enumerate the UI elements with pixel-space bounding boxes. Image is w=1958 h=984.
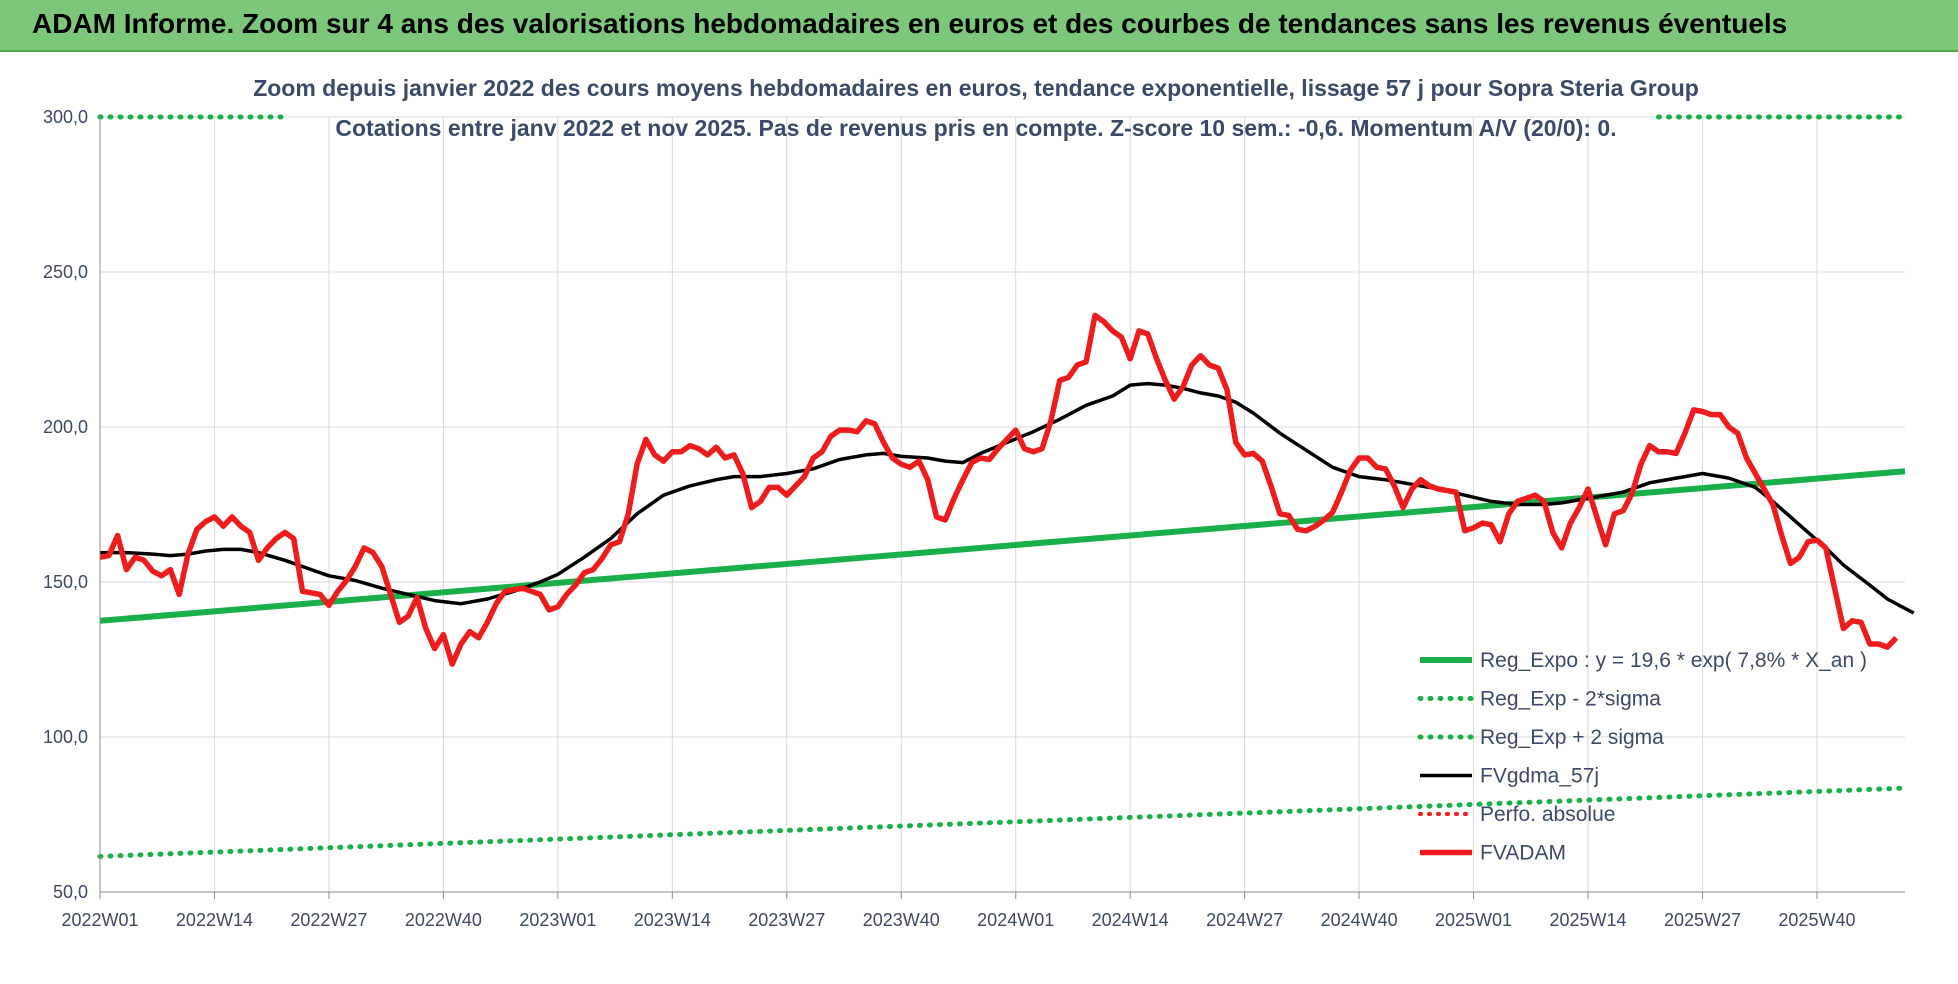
series-thick-red-line [99, 312, 1899, 667]
y-tick-label: 50,0 [53, 882, 88, 902]
x-tick-label: 2024W14 [1092, 910, 1169, 930]
y-tick-label: 300,0 [43, 107, 88, 127]
series-black-line [100, 381, 1915, 615]
x-tick-label: 2022W01 [61, 910, 138, 930]
series-group [97, 114, 1915, 859]
x-tick-label: 2022W40 [405, 910, 482, 930]
x-tick-label: 2024W01 [977, 910, 1054, 930]
series-dotted-green-line [97, 785, 1908, 859]
legend-label: FVADAM [1480, 842, 1566, 865]
y-tick-label: 250,0 [43, 262, 88, 282]
x-tick-label: 2023W01 [519, 910, 596, 930]
y-tick-label: 100,0 [43, 727, 88, 747]
chart-area: 50,0 100,0 150,0 200,0 250,0 300,0 2022W01 2022… [0, 52, 1958, 984]
gridlines [99, 116, 1905, 893]
x-tick-label: 2025W14 [1549, 910, 1626, 930]
x-tick-label: 2022W27 [290, 910, 367, 930]
legend-label: FVgdma_57j [1480, 765, 1599, 788]
x-tick-label: 2023W14 [634, 910, 711, 930]
x-tick-label: 2023W27 [748, 910, 825, 930]
page-title: ADAM Informe. Zoom sur 4 ans des valoris… [32, 8, 1788, 39]
legend: Reg_Expo : y = 19,6 * exp( 7,8% * X_an )… [1417, 649, 1867, 865]
chart-subtitle-line-1: Zoom depuis janvier 2022 des cours moyen… [253, 75, 1699, 101]
x-tick-label: 2025W40 [1778, 910, 1855, 930]
legend-label: Reg_Expo : y = 19,6 * exp( 7,8% * X_an ) [1480, 649, 1867, 672]
axes: 50,0 100,0 150,0 200,0 250,0 300,0 2022W01 2022… [43, 107, 1905, 930]
line-chart: 50,0 100,0 150,0 200,0 250,0 300,0 2022W01 2022… [43, 75, 1915, 930]
y-tick-label: 150,0 [43, 572, 88, 592]
x-tick-label: 2024W27 [1206, 910, 1283, 930]
x-tick-label: 2025W01 [1435, 910, 1512, 930]
legend-label: Reg_Exp - 2*sigma [1480, 688, 1661, 711]
header-bar: ADAM Informe. Zoom sur 4 ans des valoris… [0, 0, 1958, 52]
x-tick-label: 2024W40 [1321, 910, 1398, 930]
legend-label: Reg_Exp + 2 sigma [1480, 726, 1664, 749]
x-tick-label: 2025W27 [1664, 910, 1741, 930]
x-tick-label: 2022W14 [176, 910, 253, 930]
legend-label: Perfo. absolue [1480, 803, 1615, 826]
chart-subtitle-line-2: Cotations entre janv 2022 et nov 2025. P… [335, 115, 1616, 141]
y-tick-label: 200,0 [43, 417, 88, 437]
x-tick-label: 2023W40 [863, 910, 940, 930]
